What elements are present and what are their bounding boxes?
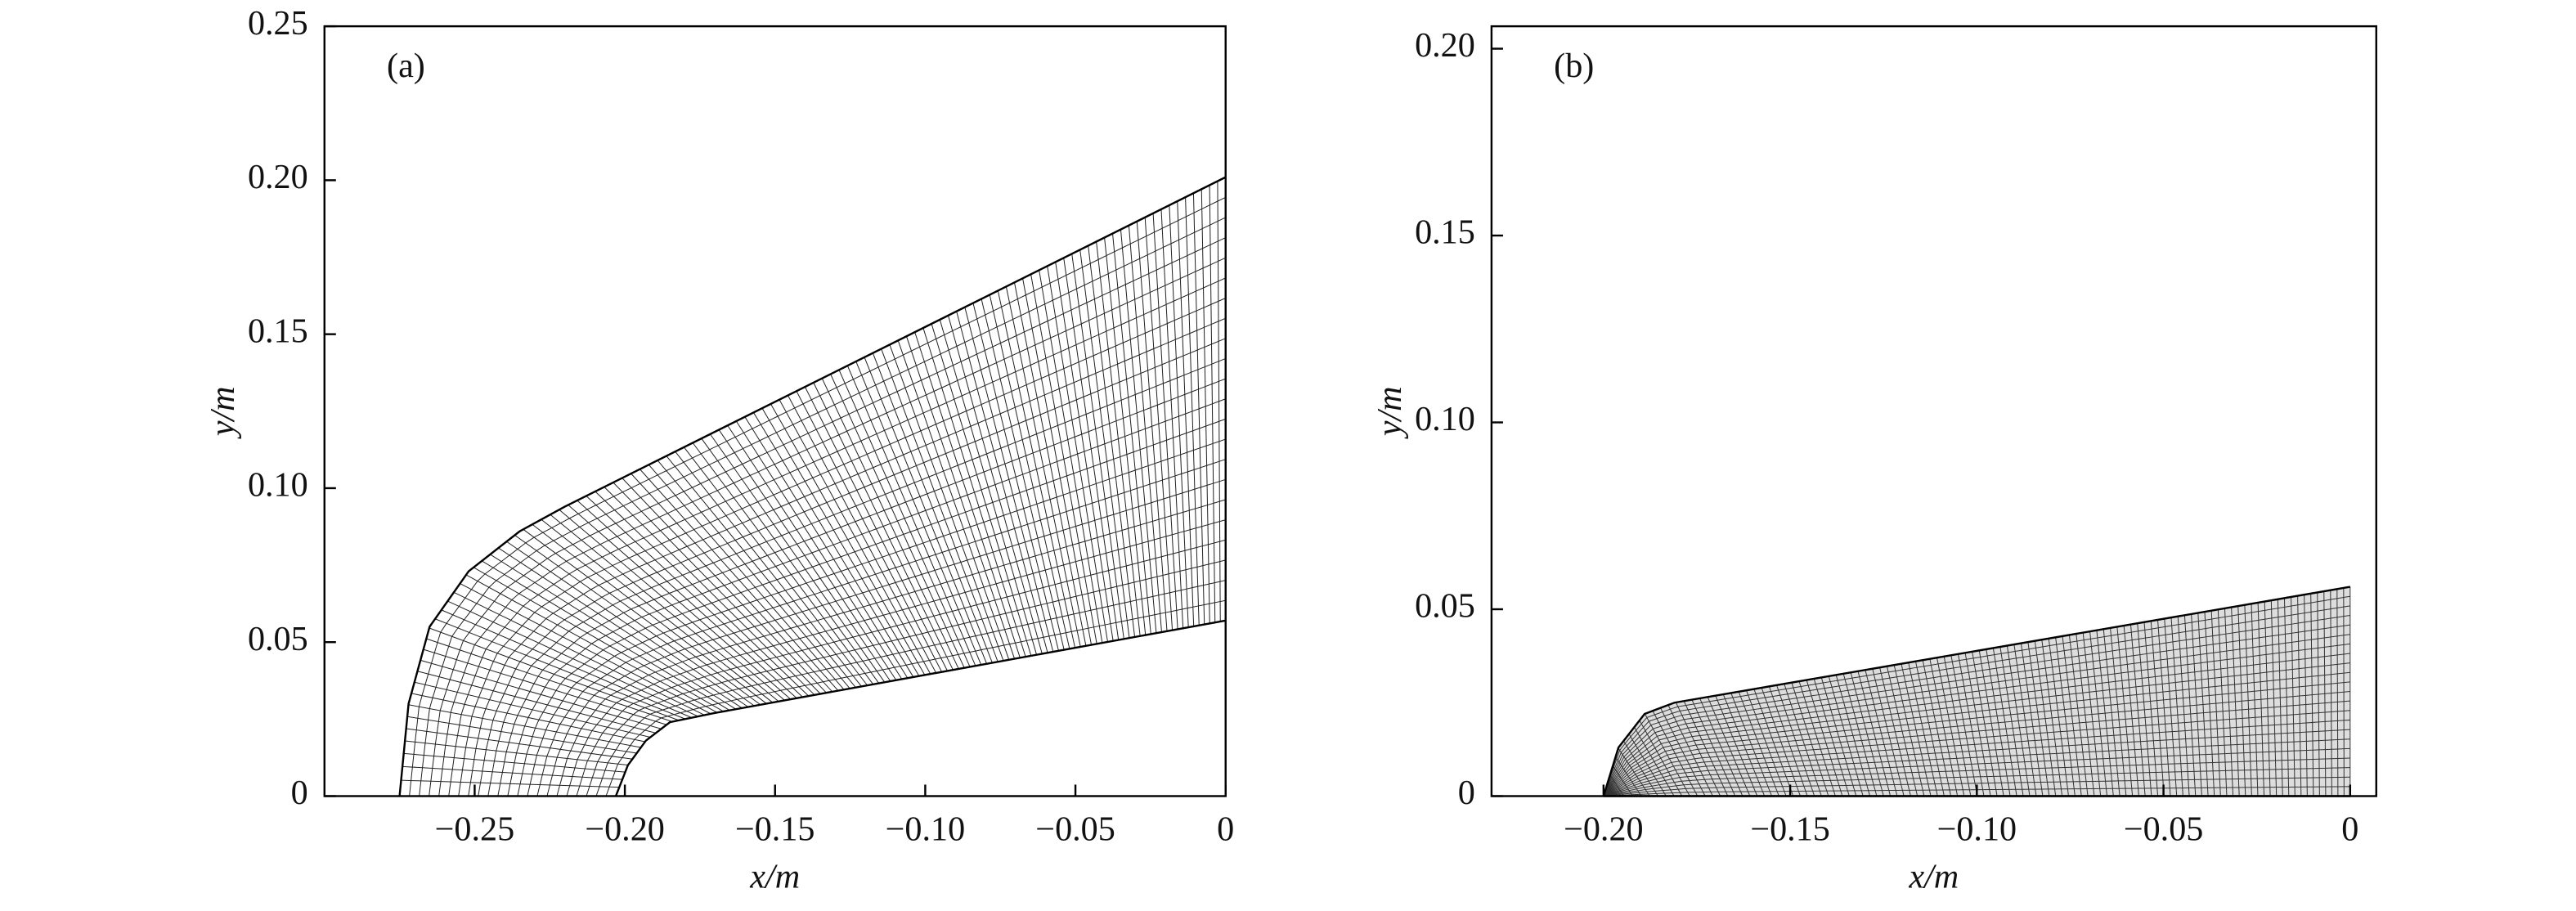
mesh-line xyxy=(1603,738,2350,797)
mesh xyxy=(1603,586,2351,797)
mesh-line xyxy=(429,237,1226,797)
y-tick-label: 0.05 xyxy=(248,620,308,658)
mesh-line xyxy=(507,398,1226,797)
mesh xyxy=(399,177,1227,797)
mesh-line xyxy=(576,539,1226,797)
mesh-line xyxy=(556,499,1226,797)
x-tick-label: 0 xyxy=(2341,810,2358,848)
mesh-line xyxy=(1603,757,2350,797)
y-axis-label: y/m xyxy=(1371,386,1409,439)
mesh-line xyxy=(1603,662,2350,797)
y-tick-label: 0.05 xyxy=(1415,587,1475,626)
x-tick-label: −0.10 xyxy=(1937,810,2017,848)
x-tick-label: −0.25 xyxy=(435,810,515,848)
mesh-line xyxy=(409,196,1226,797)
plot-frame xyxy=(1490,25,2377,797)
mesh-line xyxy=(605,599,1226,797)
mesh-line xyxy=(458,298,1226,797)
mesh-line xyxy=(419,217,1226,797)
mesh-line xyxy=(478,338,1226,797)
mesh-line xyxy=(1603,671,2350,797)
mesh-line xyxy=(1603,710,2350,797)
mesh-line xyxy=(546,478,1226,797)
y-tick-label: 0.20 xyxy=(248,158,308,196)
x-axis-label: x/m xyxy=(749,858,800,896)
y-tick-label: 0.25 xyxy=(248,4,308,43)
mesh-line xyxy=(1603,729,2350,797)
x-tick-label: −0.05 xyxy=(2124,810,2204,848)
x-tick-label: −0.10 xyxy=(886,810,966,848)
mesh-line xyxy=(497,378,1226,797)
x-tick-label: −0.05 xyxy=(1035,810,1115,848)
mesh-line xyxy=(1603,700,2350,797)
x-tick-label: −0.15 xyxy=(735,810,815,848)
panel-label: (b) xyxy=(1554,47,1594,85)
shock-line xyxy=(1602,586,2351,797)
mesh-line xyxy=(1603,747,2350,797)
body-line xyxy=(614,619,1226,797)
y-tick-label: 0 xyxy=(291,774,308,812)
x-tick-label: −0.20 xyxy=(585,810,665,848)
mesh-line xyxy=(1603,681,2350,797)
mesh-line xyxy=(527,438,1226,797)
y-tick-label: 0.15 xyxy=(1415,213,1475,252)
x-axis-label: x/m xyxy=(1908,858,1959,896)
mesh-line xyxy=(595,580,1226,797)
y-tick-label: 0.15 xyxy=(248,312,308,350)
mesh-line xyxy=(1603,786,2350,797)
mesh-line xyxy=(1603,643,2350,797)
mesh-line xyxy=(1603,614,2350,797)
mesh-line xyxy=(468,317,1226,797)
mesh-line xyxy=(586,559,1226,797)
mesh-line xyxy=(1603,776,2350,797)
mesh-line xyxy=(1603,624,2350,797)
mesh-line xyxy=(1603,595,2350,797)
mesh-line xyxy=(517,418,1226,797)
mesh-line xyxy=(438,257,1226,797)
mesh-line xyxy=(1603,605,2350,797)
mesh-line xyxy=(1603,719,2350,797)
x-tick-label: −0.15 xyxy=(1750,810,1830,848)
mesh-line xyxy=(487,357,1226,797)
mesh-line xyxy=(1603,691,2350,797)
y-tick-label: 0.20 xyxy=(1415,26,1475,65)
shock-line xyxy=(398,176,1227,797)
x-tick-label: −0.20 xyxy=(1564,810,1644,848)
mesh-line xyxy=(566,519,1226,797)
y-tick-label: 0.10 xyxy=(1415,400,1475,438)
y-tick-label: 0 xyxy=(1458,774,1475,812)
mesh-line xyxy=(1603,767,2350,797)
panel-label: (a) xyxy=(387,47,425,85)
y-tick-label: 0.10 xyxy=(248,466,308,505)
mesh-line xyxy=(1603,634,2350,797)
mesh-area xyxy=(399,177,1226,797)
mesh-line xyxy=(448,277,1226,797)
y-axis-label: y/m xyxy=(204,386,242,439)
x-tick-label: 0 xyxy=(1217,810,1234,848)
mesh-line xyxy=(536,459,1226,797)
mesh-line xyxy=(1603,653,2350,797)
